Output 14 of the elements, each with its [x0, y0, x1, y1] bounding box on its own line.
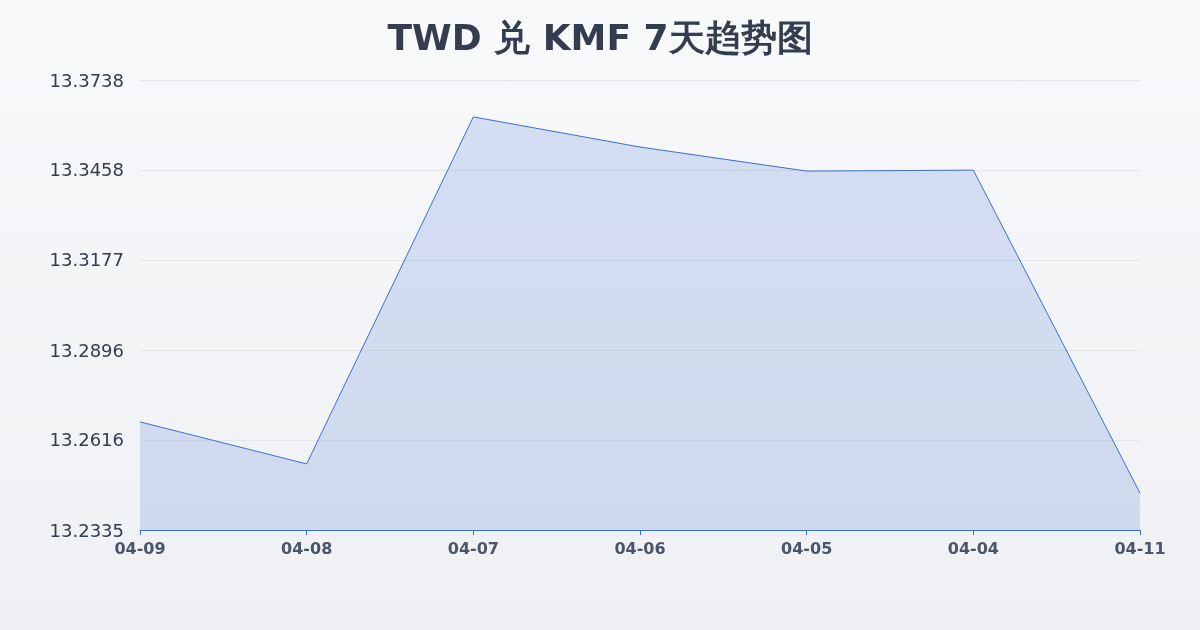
y-tick-label: 13.2616 [49, 429, 124, 451]
y-tick-label: 13.3177 [49, 249, 124, 271]
y-tick-label: 13.3738 [49, 69, 124, 91]
x-tick-label: 04-04 [947, 538, 999, 558]
x-tick-label: 04-11 [1114, 538, 1166, 558]
y-tick-label: 13.3458 [49, 159, 124, 181]
x-tick-label: 04-08 [281, 538, 333, 558]
x-tick-label: 04-09 [114, 538, 166, 558]
chart-title: TWD 兑 KMF 7天趋势图 [387, 16, 813, 58]
y-tick-label: 13.2896 [49, 339, 124, 361]
x-tick-label: 04-06 [614, 538, 666, 558]
x-tick-label: 04-05 [781, 538, 833, 558]
x-tick-label: 04-07 [447, 538, 499, 558]
y-tick-label: 13.2335 [49, 519, 124, 541]
